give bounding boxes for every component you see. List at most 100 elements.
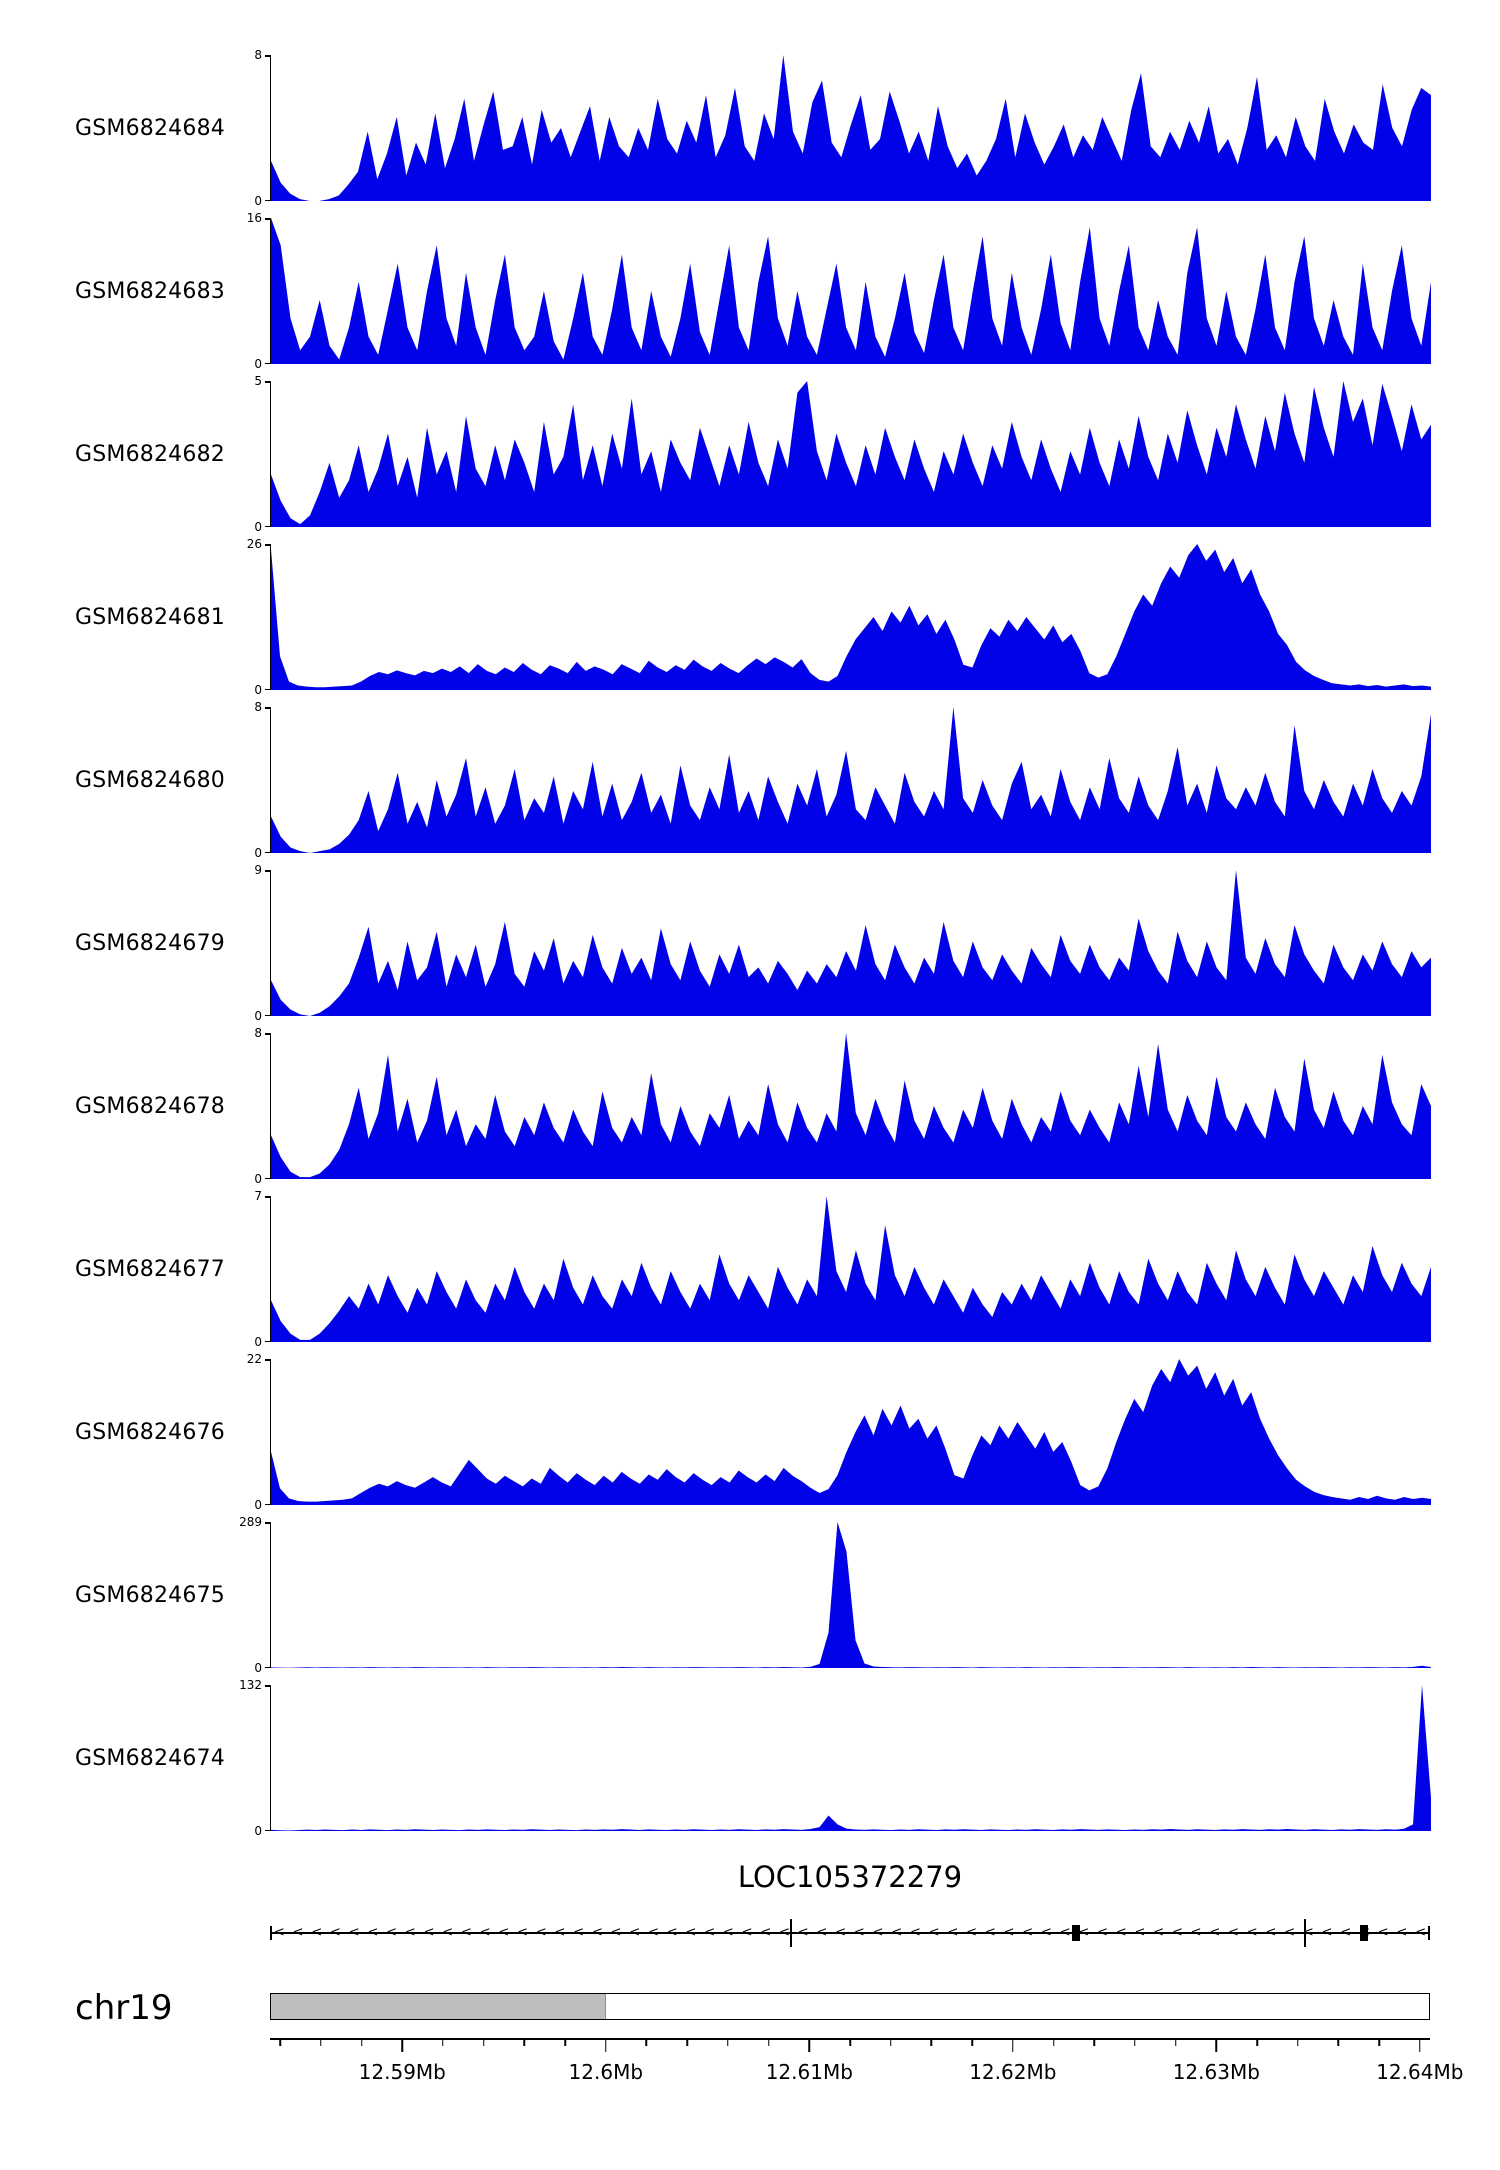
strand-arrow-icon: < [1209,1925,1221,1941]
coverage-signal [271,381,1431,527]
coverage-signal [271,55,1431,201]
strand-arrow-icon: < [1078,1925,1090,1941]
strand-arrow-icon: < [1302,1925,1314,1941]
strand-arrow-icon: < [348,1925,360,1941]
y-axis-max-label: 7 [254,1189,262,1203]
strand-arrow-icon: < [386,1925,398,1941]
strand-arrow-icon: < [573,1925,585,1941]
track-plot-area: 9 0 [254,863,1431,1023]
axis-minor-tick [889,2038,892,2046]
axis-minor-tick [930,2038,933,2046]
strand-arrow-icon: < [928,1925,940,1941]
gene-name: LOC105372279 [737,1860,963,1894]
strand-arrow-icon: < [330,1925,341,1941]
strand-arrow-icon: < [479,1925,491,1941]
strand-arrow-icon: < [1377,1925,1389,1941]
y-axis-max-label: 9 [254,863,262,877]
axis-minor-tick [686,2038,688,2046]
axis-tick-label: 12.59Mb [358,2060,446,2084]
strand-arrow-icon: < [891,1925,903,1941]
strand-arrow-icon: < [1321,1925,1333,1941]
track-plot-area: 8 0 [254,700,1431,860]
axis-minor-tick [767,2038,770,2046]
signal-track-row: GSM6824683 16 0 [0,211,1500,381]
signal-tracks: GSM6824684 8 0 GSM6824683 16 0 GSM682468… [0,48,1500,1848]
y-axis-zero-label: 0 [254,520,262,534]
strand-arrow-icon: < [835,1925,847,1941]
y-axis-zero-label: 0 [254,1498,262,1512]
exon-mark [1359,1925,1368,1941]
coverage-signal [271,1359,1431,1505]
coverage-signal [271,218,1431,364]
coverage-signal [271,1522,1431,1668]
strand-arrow-icon: < [1246,1925,1258,1941]
coverage-signal [271,1196,1431,1342]
strand-arrow-icon: < [610,1925,622,1941]
axis-minor-tick [523,2038,526,2046]
strand-arrow-icon: < [404,1925,416,1941]
axis-minor-tick [849,2038,851,2046]
axis-tick-label: 12.63Mb [1172,2060,1260,2084]
y-axis-zero-label: 0 [254,357,262,371]
strand-arrow-icon: < [760,1925,772,1941]
exon-mark [789,1919,792,1947]
strand-arrow-icon: < [1228,1925,1239,1941]
strand-arrow-icon: < [1396,1925,1408,1941]
strand-arrow-icon: < [1190,1925,1202,1941]
signal-track-row: GSM6824677 7 0 [0,1189,1500,1359]
strand-arrow-icon: < [442,1925,454,1941]
axis-major-tick [808,2038,811,2052]
track-plot-area: 16 0 [247,211,1431,371]
strand-arrow-icon: < [685,1925,697,1941]
track-plot-area: 8 0 [254,48,1431,208]
exon-mark [1303,1919,1306,1947]
track-sample-label: GSM6824684 [75,116,225,141]
axis-major-tick [1012,2038,1014,2052]
axis-minor-tick [1052,2038,1055,2046]
strand-arrow-icon: < [1134,1925,1146,1941]
signal-track-row: GSM6824684 8 0 [0,48,1500,218]
strand-arrow-icon: < [1153,1925,1165,1941]
strand-arrow-icon: < [367,1925,379,1941]
track-plot-area: 8 0 [254,1026,1431,1186]
axis-tick-label: 12.64Mb [1376,2060,1464,2084]
strand-arrow-icon: < [554,1925,566,1941]
axis-minor-tick [971,2038,973,2046]
strand-arrow-icon: < [910,1925,921,1941]
axis-tick-label: 12.61Mb [765,2060,853,2084]
strand-arrow-icon: < [1115,1925,1127,1941]
strand-arrow-icon: < [648,1925,659,1941]
track-plot-area: 132 0 [239,1678,1431,1838]
exon-mark [1427,1926,1430,1940]
axis-minor-tick [1256,2038,1258,2046]
gene-body-line [270,1932,1430,1934]
strand-arrow-icon: < [797,1925,809,1941]
axis-tick-label: 12.62Mb [969,2060,1057,2084]
strand-arrow-icon: < [1059,1925,1071,1941]
strand-arrow-icon: < [1097,1925,1109,1941]
strand-arrow-icon: < [292,1925,304,1941]
strand-arrow-icon: < [1171,1925,1183,1941]
strand-arrow-icon: < [535,1925,547,1941]
strand-arrow-icon: < [1040,1925,1052,1941]
signal-track-row: GSM6824678 8 0 [0,1026,1500,1196]
y-axis-max-label: 26 [246,537,262,551]
y-axis-zero-label: 0 [254,1335,262,1349]
exon-mark [1072,1925,1081,1941]
strand-arrow-icon: < [704,1925,716,1941]
coverage-signal [271,544,1431,690]
strand-arrow-icon: < [872,1925,884,1941]
strand-arrow-icon: < [498,1925,510,1941]
track-sample-label: GSM6824679 [75,931,225,956]
exon-mark [270,1926,273,1940]
strand-arrow-icon: < [1415,1925,1427,1941]
coverage-signal [271,1685,1431,1831]
y-axis-zero-label: 0 [254,683,262,697]
strand-arrow-icon: < [741,1925,753,1941]
y-axis-zero-label: 0 [254,846,262,860]
axis-major-tick [401,2038,404,2052]
strand-arrow-icon: < [460,1925,472,1941]
y-axis-max-label: 289 [239,1515,262,1529]
axis-minor-tick [564,2038,566,2046]
signal-track-row: GSM6824676 22 0 [0,1352,1500,1522]
